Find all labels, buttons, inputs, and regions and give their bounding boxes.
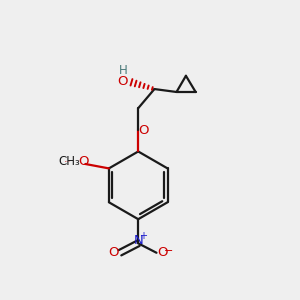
Text: methoxy: methoxy	[74, 153, 80, 154]
Text: CH₃: CH₃	[58, 155, 80, 168]
Text: O: O	[138, 124, 149, 137]
Text: O: O	[118, 75, 128, 88]
Text: +: +	[139, 231, 147, 241]
Text: O: O	[158, 246, 168, 259]
Text: O: O	[108, 246, 119, 259]
Text: methoxy: methoxy	[65, 161, 71, 162]
Text: O: O	[79, 155, 89, 168]
Text: H: H	[118, 64, 127, 77]
Text: −: −	[164, 246, 173, 256]
Text: N: N	[133, 235, 143, 248]
